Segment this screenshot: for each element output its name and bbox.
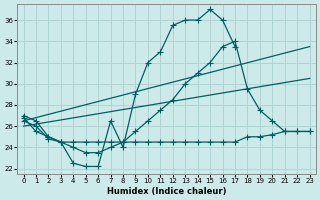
X-axis label: Humidex (Indice chaleur): Humidex (Indice chaleur) <box>107 187 226 196</box>
